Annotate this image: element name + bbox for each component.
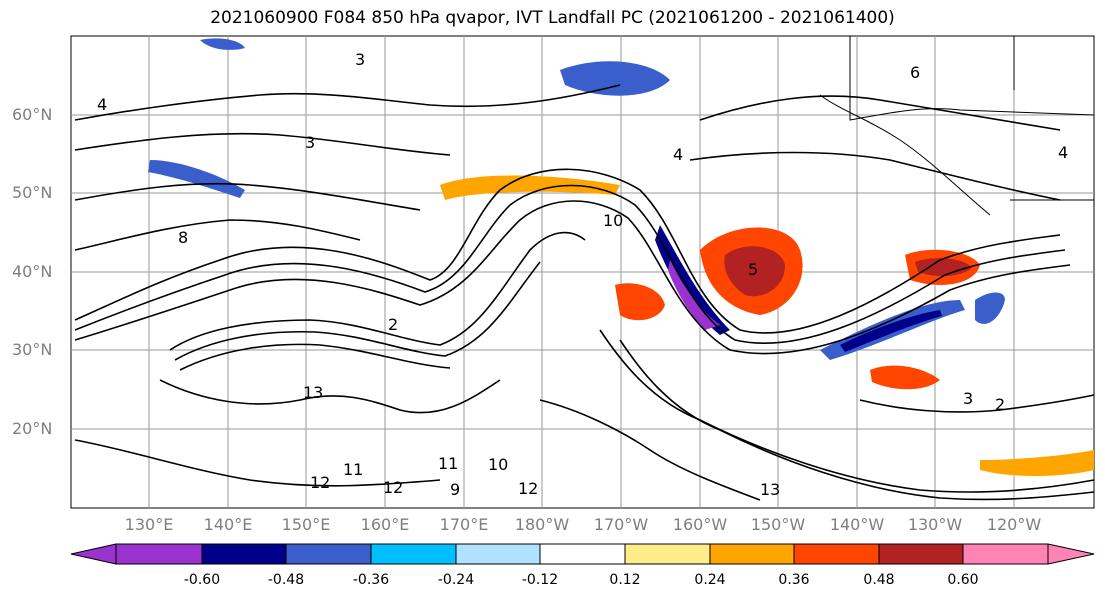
ivt-contours (74, 84, 1095, 501)
lon-label: 170°E (439, 515, 489, 534)
lon-label: 160°E (360, 515, 410, 534)
lon-label: 140°E (203, 515, 253, 534)
colorbar-tick-label: 0.24 (694, 572, 726, 588)
map-title: 2021060900 F084 850 hPa qvapor, IVT Land… (210, 8, 895, 28)
lat-label: 40°N (12, 262, 53, 281)
lon-label: 150°E (281, 515, 331, 534)
contour-label: 3 (963, 389, 973, 408)
contour-label: 3 (305, 133, 315, 152)
lat-label: 60°N (12, 105, 53, 124)
contour-label: 12 (383, 478, 403, 497)
lon-label: 150°W (750, 515, 806, 534)
contour-label: 10 (603, 211, 623, 230)
colorbar-tick-label: -0.48 (267, 572, 305, 588)
colorbar-tick-label: -0.24 (437, 572, 475, 588)
colorbar-tick-label: 0.12 (609, 572, 641, 588)
contour-label: 12 (310, 473, 330, 492)
contour-label: 9 (450, 480, 460, 499)
contour-label: 11 (438, 454, 458, 473)
contour-label: 13 (760, 480, 780, 499)
contour-label: 5 (748, 260, 758, 279)
lon-label: 180°W (514, 515, 570, 534)
colorbar-tick-label: -0.60 (183, 572, 221, 588)
colorbar-tick-label: 0.60 (947, 572, 979, 588)
contour-label: 4 (97, 95, 107, 114)
shaded-field (148, 38, 1094, 476)
lon-label: 130°W (907, 515, 963, 534)
contour-label: 4 (1058, 143, 1068, 162)
contour-label: 2 (388, 315, 398, 334)
lon-label: 130°E (124, 515, 174, 534)
colorbar-tick-label: -0.36 (352, 572, 390, 588)
colorbar-tick-label: 0.36 (778, 572, 810, 588)
colorbar-extend-max (1047, 543, 1095, 565)
lat-label: 20°N (12, 419, 53, 438)
contour-label: 12 (518, 479, 538, 498)
colorbar (70, 543, 1095, 565)
contour-label: 13 (303, 383, 323, 402)
coastlines (819, 36, 1095, 216)
colorbar-extend-min (70, 543, 117, 565)
contour-label: 2 (995, 395, 1005, 414)
contour-labels: 3 3 4 4 5 6 8 10 12 13 11 12 12 9 10 11 … (97, 50, 1068, 499)
colorbar-tick-label: -0.12 (521, 572, 559, 588)
contour-label: 8 (178, 228, 188, 247)
contour-label: 3 (355, 50, 365, 69)
lon-label: 120°W (986, 515, 1042, 534)
contour-label: 10 (488, 455, 508, 474)
contour-label: 11 (343, 460, 363, 479)
lon-label: 160°W (672, 515, 728, 534)
colorbar-tick-label: 0.48 (863, 572, 895, 588)
contour-label: 6 (910, 63, 920, 82)
lat-label: 50°N (12, 183, 53, 202)
graticule (71, 36, 1094, 508)
contour-label: 4 (673, 145, 683, 164)
lat-label: 30°N (12, 340, 53, 359)
lon-label: 140°W (829, 515, 885, 534)
lon-label: 170°W (593, 515, 649, 534)
